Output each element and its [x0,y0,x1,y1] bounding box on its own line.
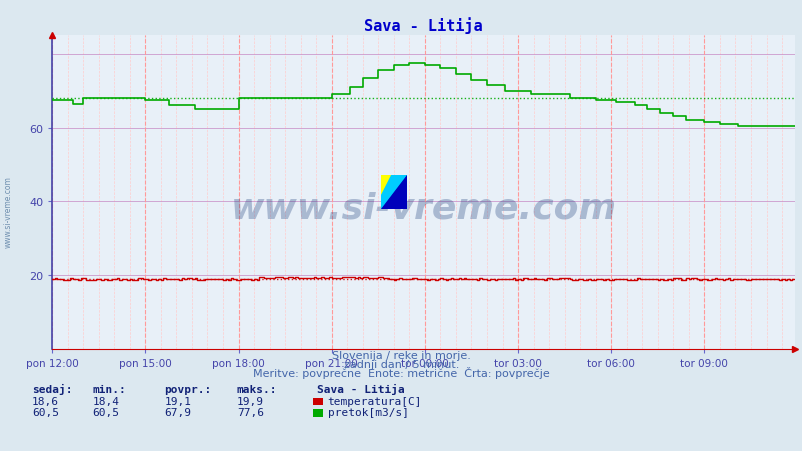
Text: Meritve: povprečne  Enote: metrične  Črta: povprečje: Meritve: povprečne Enote: metrične Črta:… [253,367,549,378]
Text: 60,5: 60,5 [92,407,119,417]
Text: temperatura[C]: temperatura[C] [327,396,422,405]
Text: 19,1: 19,1 [164,396,192,405]
Text: 67,9: 67,9 [164,407,192,417]
Text: 77,6: 77,6 [237,407,264,417]
Text: pretok[m3/s]: pretok[m3/s] [327,407,408,417]
Title: Sava - Litija: Sava - Litija [364,17,482,33]
Text: zadnji dan / 5 minut.: zadnji dan / 5 minut. [343,359,459,369]
Polygon shape [381,176,402,203]
Text: Slovenija / reke in morje.: Slovenija / reke in morje. [332,350,470,360]
Text: Sava - Litija: Sava - Litija [317,383,404,394]
Text: 60,5: 60,5 [32,407,59,417]
Text: maks.:: maks.: [237,384,277,394]
Text: 19,9: 19,9 [237,396,264,405]
Text: www.si-vreme.com: www.si-vreme.com [3,176,13,248]
Text: www.si-vreme.com: www.si-vreme.com [230,192,616,226]
Polygon shape [381,176,391,196]
Text: min.:: min.: [92,384,126,394]
Polygon shape [381,176,407,210]
Text: sedaj:: sedaj: [32,383,72,394]
Text: 18,4: 18,4 [92,396,119,405]
Text: povpr.:: povpr.: [164,384,212,394]
Text: 18,6: 18,6 [32,396,59,405]
Polygon shape [381,176,407,210]
